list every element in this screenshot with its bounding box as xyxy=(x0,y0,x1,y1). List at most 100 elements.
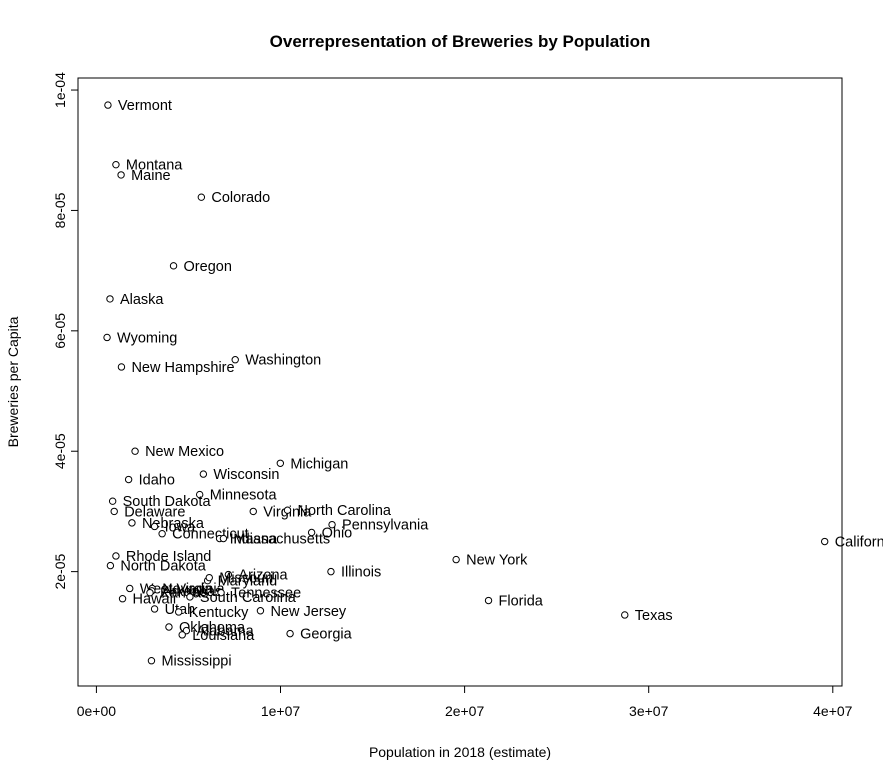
point-label: Wisconsin xyxy=(213,467,279,483)
y-axis-label: Breweries per Capita xyxy=(5,316,21,447)
data-point xyxy=(452,555,460,564)
data-point xyxy=(146,588,154,597)
point-label: Washington xyxy=(245,353,321,369)
y-axis: 2e-05 4e-05 6e-05 8e-05 1e-04 xyxy=(52,72,78,590)
y-tick-label: 2e-05 xyxy=(52,554,68,590)
point-label: New York xyxy=(466,553,528,569)
y-tick-label: 6e-05 xyxy=(52,313,68,349)
point-label: Alaska xyxy=(120,292,164,308)
y-tick-label: 4e-05 xyxy=(52,433,68,469)
point-label: Kansas xyxy=(160,586,208,602)
data-point xyxy=(104,101,112,109)
point-label: Hawaii xyxy=(133,592,177,608)
point-label: Kentucky xyxy=(189,605,249,621)
point-label: Idaho xyxy=(139,473,175,489)
point-label: Georgia xyxy=(300,627,353,643)
data-point xyxy=(820,537,829,546)
point-label: Vermont xyxy=(118,98,172,114)
data-point xyxy=(112,552,120,560)
data-point xyxy=(327,567,335,576)
point-label: Connecticut xyxy=(172,527,249,543)
data-point xyxy=(117,171,125,179)
data-point xyxy=(150,522,159,531)
data-point xyxy=(205,573,213,582)
data-point xyxy=(147,657,156,665)
y-tick-label: 8e-05 xyxy=(52,192,68,228)
data-point xyxy=(128,519,136,527)
x-axis-label: Population in 2018 (estimate) xyxy=(369,744,551,760)
data-point xyxy=(110,507,118,516)
x-axis: 0e+00 1e+07 2e+07 3e+07 4e+07 xyxy=(77,686,853,719)
point-label: North Carolina xyxy=(298,503,392,519)
point-label: New Hampshire xyxy=(131,360,234,376)
data-point xyxy=(231,356,239,364)
x-tick-label: 1e+07 xyxy=(261,703,301,719)
point-label: Oregon xyxy=(184,259,232,275)
point-label: Texas xyxy=(635,608,673,624)
data-point xyxy=(219,534,228,543)
data-point xyxy=(182,626,191,635)
data-point xyxy=(126,584,134,593)
data-point xyxy=(224,570,233,579)
data-point xyxy=(117,363,126,371)
y-tick-label: 1e-04 xyxy=(52,72,68,108)
chart-title: Overrepresentation of Breweries by Popul… xyxy=(270,32,651,51)
x-tick-label: 3e+07 xyxy=(629,703,669,719)
point-label: Montana xyxy=(126,158,183,174)
data-point xyxy=(283,506,292,514)
point-label: Florida xyxy=(499,594,544,610)
point-label: Tennessee xyxy=(231,586,301,602)
data-point xyxy=(186,593,194,601)
data-point xyxy=(328,520,336,529)
point-label: Massachusetts xyxy=(233,532,330,548)
point-label: North Dakota xyxy=(120,559,206,575)
data-point xyxy=(175,608,183,616)
x-tick-label: 0e+00 xyxy=(77,703,117,719)
point-label: Oklahoma xyxy=(179,620,246,636)
point-label: South Carolina xyxy=(200,590,297,606)
data-point xyxy=(178,631,186,639)
data-point xyxy=(197,193,206,201)
point-label: Mississippi xyxy=(161,654,231,670)
point-label: Nevada xyxy=(162,581,213,597)
point-label: Ohio xyxy=(322,525,353,541)
data-point xyxy=(484,596,493,605)
point-label: South Dakota xyxy=(123,494,212,510)
data-point xyxy=(112,160,120,169)
data-point xyxy=(169,262,178,270)
point-label: Indiana xyxy=(230,532,279,548)
point-label: Iowa xyxy=(165,519,197,535)
point-label: Wyoming xyxy=(117,330,177,346)
point-label: Missouri xyxy=(219,571,273,587)
data-point xyxy=(118,595,127,603)
point-label: Alabama xyxy=(196,624,254,640)
point-label: Maryland xyxy=(218,574,278,590)
point-label: New Jersey xyxy=(270,604,346,620)
data-point xyxy=(150,605,159,613)
point-label: Delaware xyxy=(124,504,185,520)
point-label: Rhode Island xyxy=(126,549,211,565)
data-point xyxy=(199,470,208,478)
point-label: Michigan xyxy=(290,456,348,472)
x-tick-label: 4e+07 xyxy=(813,703,853,719)
data-point xyxy=(286,629,294,638)
data-point xyxy=(124,475,133,484)
data-point xyxy=(108,497,117,505)
data-point xyxy=(103,333,111,342)
data-point xyxy=(106,561,115,570)
data-point xyxy=(195,490,204,499)
data-point xyxy=(256,607,265,615)
data-point xyxy=(131,447,139,455)
point-label: New Mexico xyxy=(145,444,224,460)
point-label: Maine xyxy=(131,168,171,184)
point-label: Arkansas xyxy=(162,584,222,600)
data-point xyxy=(106,295,114,303)
point-label: Colorado xyxy=(211,190,270,206)
point-label: Minnesota xyxy=(210,488,278,504)
plot-frame xyxy=(77,77,843,687)
data-point xyxy=(307,528,316,537)
data-point xyxy=(217,588,225,597)
point-label: Illinois xyxy=(341,565,381,581)
